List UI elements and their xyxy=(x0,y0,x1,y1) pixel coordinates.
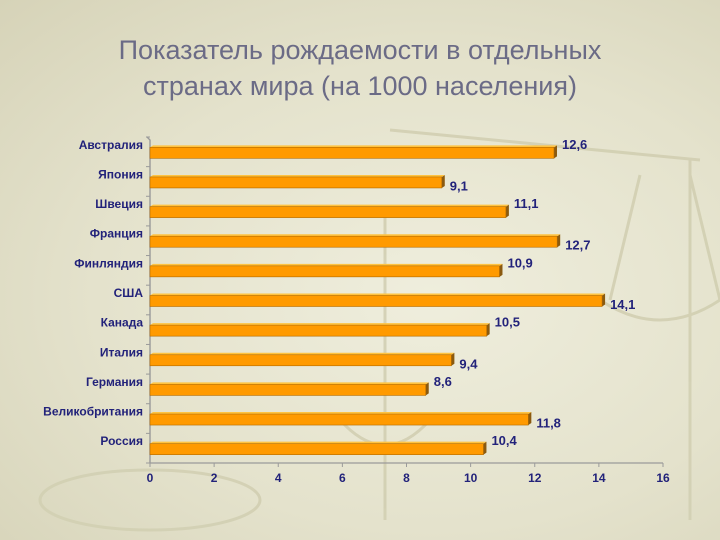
bar xyxy=(149,204,509,218)
category-label: Италия xyxy=(100,345,143,359)
category-label: Швеция xyxy=(95,197,143,211)
category-label: Великобритания xyxy=(43,405,143,419)
category-label: Финляндия xyxy=(74,256,143,270)
bar xyxy=(149,412,532,426)
x-tick-label: 4 xyxy=(275,471,282,485)
bar xyxy=(149,145,557,159)
bar xyxy=(149,382,429,396)
x-tick-label: 6 xyxy=(339,471,346,485)
slide-title-line-2: странах мира (на 1000 населения) xyxy=(143,71,577,101)
data-label: 11,8 xyxy=(536,416,561,431)
data-label: 9,1 xyxy=(450,178,468,193)
data-label: 9,4 xyxy=(459,356,478,371)
category-label: Франция xyxy=(90,227,143,241)
bar xyxy=(149,234,561,248)
bar xyxy=(149,352,455,367)
bar xyxy=(149,263,503,278)
data-label: 11,1 xyxy=(514,196,539,211)
data-label: 12,7 xyxy=(565,238,590,253)
slide-title: Показатель рождаемости в отдельных стран… xyxy=(40,32,680,104)
data-label: 10,4 xyxy=(491,433,517,448)
bar xyxy=(149,323,490,337)
bar xyxy=(149,441,487,455)
x-tick-label: 8 xyxy=(403,471,410,485)
x-tick-label: 2 xyxy=(211,471,218,485)
x-tick-label: 0 xyxy=(147,471,154,485)
y-axis-line xyxy=(146,136,151,463)
category-label: Австралия xyxy=(79,138,143,152)
data-label: 10,5 xyxy=(495,315,520,330)
category-label: Япония xyxy=(98,167,143,181)
category-label: Германия xyxy=(86,375,143,389)
x-tick-label: 12 xyxy=(528,471,542,485)
category-label: США xyxy=(114,286,144,300)
data-label: 10,9 xyxy=(507,255,532,270)
x-tick-label: 16 xyxy=(656,471,670,485)
bar xyxy=(149,293,606,307)
category-label: Россия xyxy=(100,434,143,448)
data-label: 12,6 xyxy=(562,137,587,152)
x-tick-label: 14 xyxy=(592,471,606,485)
slide-title-line-1: Показатель рождаемости в отдельных xyxy=(118,35,602,65)
x-tick-label: 10 xyxy=(464,471,478,485)
data-label: 8,6 xyxy=(434,374,452,389)
category-label: Канада xyxy=(101,316,144,330)
bar xyxy=(149,174,445,189)
data-label: 14,1 xyxy=(610,297,635,312)
